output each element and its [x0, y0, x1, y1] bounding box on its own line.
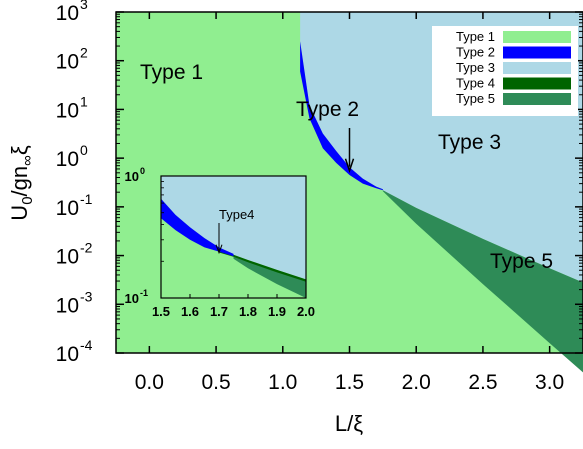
x-tick-label: 2.0 [402, 371, 431, 394]
inset-type4-annotation: Type4 [219, 207, 254, 222]
inset-x-tick-label: 1.9 [268, 304, 286, 319]
inset-y-tick-label: 10 [125, 169, 139, 184]
inset-x-tick-label: 2.0 [297, 304, 315, 319]
y-tick-label: 10 [56, 246, 79, 269]
y-axis-title-part: 0 [19, 196, 36, 204]
type2-region [300, 41, 383, 191]
y-axis-title-part: ∞ [19, 155, 36, 166]
x-tick-label: 1.0 [268, 371, 297, 394]
y-tick-exponent: 2 [80, 45, 88, 61]
y-tick-label: 10 [56, 99, 79, 122]
x-tick-label: 2.5 [468, 371, 497, 394]
inset-x-tick-label: 1.8 [239, 304, 257, 319]
y-tick-exponent: -3 [80, 288, 93, 304]
inset-x-tick-label: 1.6 [181, 304, 199, 319]
inset-type5-region [233, 256, 306, 298]
x-axis-title: L/ξ [335, 411, 363, 436]
x-tick-label: 0.5 [201, 371, 230, 394]
type1-region-label: Type 1 [140, 61, 203, 84]
y-tick-exponent: 1 [80, 93, 88, 109]
inset-frame [160, 175, 307, 299]
y-tick-label: 10 [56, 343, 79, 366]
y-tick-exponent: 3 [80, 0, 88, 12]
inset-x-tick-label: 1.7 [210, 304, 228, 319]
inset-arrow-head [215, 244, 223, 255]
inset-chart [161, 176, 306, 298]
legend-entry-swatch [503, 77, 571, 90]
inset-y-tick-exponent: -1 [140, 288, 148, 298]
y-tick-exponent: 0 [80, 142, 88, 158]
x-tick-label: 3.0 [535, 371, 564, 394]
y-tick-exponent: -4 [80, 337, 93, 353]
x-tick-label: 0.0 [135, 371, 164, 394]
type2-arrow-head [344, 158, 355, 174]
y-tick-label: 10 [56, 2, 79, 25]
legend-entry-swatch [503, 46, 571, 59]
x-tick-label: 1.5 [335, 371, 364, 394]
y-tick-exponent: -2 [80, 240, 93, 256]
y-axis-title: U0/gn∞ξ [7, 145, 36, 221]
legend-entry-label: Type 5 [456, 91, 495, 106]
legend-entry-label: Type 2 [456, 45, 495, 60]
legend-entry-swatch [503, 93, 571, 105]
legend-entry-label: Type 1 [456, 29, 495, 44]
type2-region-label: Type 2 [296, 98, 359, 121]
legend-entry-swatch [503, 62, 571, 74]
y-axis-title-part: ξ [7, 145, 32, 155]
type5-region [382, 190, 583, 373]
inset-x-tick-label: 1.5 [152, 304, 170, 319]
y-tick-label: 10 [56, 197, 79, 220]
y-tick-label: 10 [56, 148, 79, 171]
type5-region-label: Type 5 [490, 250, 553, 273]
inset-type3-region [161, 176, 306, 280]
y-tick-label: 10 [56, 294, 79, 317]
legend-entry-label: Type 4 [456, 76, 495, 91]
y-axis-title-part: U [7, 205, 32, 221]
inset-y-tick-exponent: 0 [140, 166, 145, 176]
y-tick-label: 10 [56, 51, 79, 74]
y-tick-exponent: -1 [80, 191, 93, 207]
inset-type2-region [161, 198, 234, 257]
inset-type4-region [219, 250, 306, 282]
legend-entry-swatch [503, 31, 571, 43]
type3-region-label: Type 3 [438, 131, 501, 154]
inset-y-tick-label: 10 [125, 291, 139, 306]
legend-entry-label: Type 3 [456, 60, 495, 75]
y-axis-title-part: /gn [7, 166, 32, 197]
